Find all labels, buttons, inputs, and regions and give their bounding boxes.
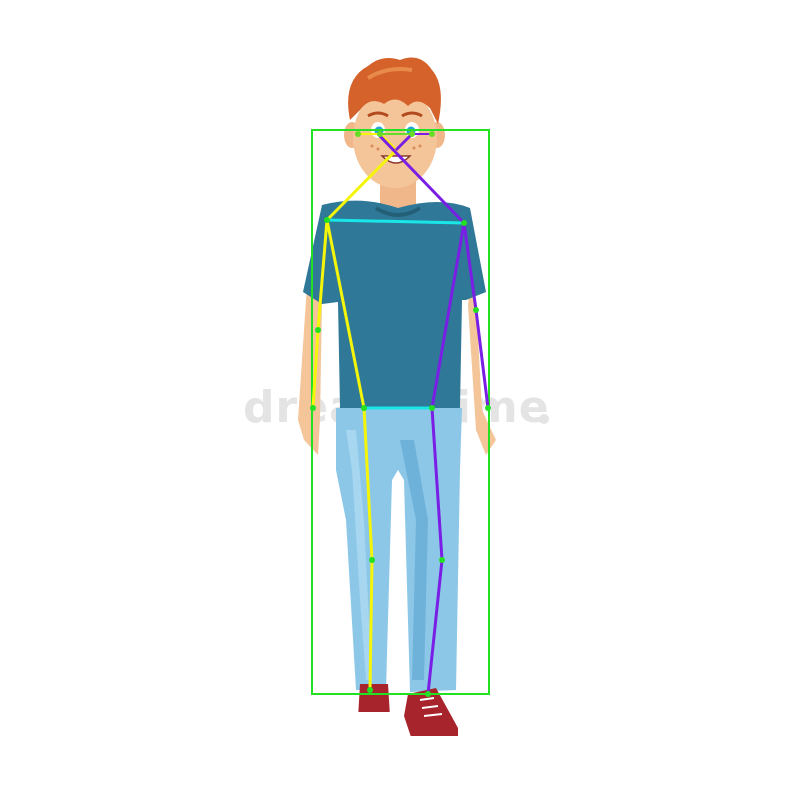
keypoint-left-ankle — [425, 691, 431, 697]
keypoint-left-shoulder — [461, 220, 467, 226]
left-upper-arm — [462, 222, 478, 311]
keypoint-right-hip — [361, 405, 367, 411]
right-upper-arm — [316, 219, 329, 331]
left-shoe-laces — [419, 697, 443, 717]
keypoint-right-ankle — [367, 687, 373, 693]
left-forearm — [474, 309, 490, 409]
keypoint-right-shoulder — [324, 217, 330, 223]
left-eyebrow — [401, 111, 423, 118]
torso-skeleton — [326, 218, 465, 410]
keypoint-left-elbow — [473, 307, 479, 313]
freckle — [412, 146, 416, 150]
left-side-skeleton — [376, 132, 490, 695]
right-shin — [368, 559, 374, 691]
person-bounding-box — [311, 129, 490, 695]
left-thigh — [430, 407, 444, 561]
keypoint-right-elbow — [315, 327, 321, 333]
freckle — [376, 147, 380, 151]
freckle — [418, 144, 422, 148]
keypoint-right-wrist — [310, 405, 316, 411]
left-shoe-sole — [410, 736, 460, 744]
keypoint-right-eye — [377, 131, 383, 137]
shoulder-line — [326, 218, 465, 225]
left-torso-side — [430, 222, 466, 409]
left-shin — [426, 559, 444, 695]
right-shoe — [358, 684, 390, 718]
left-arm — [468, 285, 496, 455]
cartoon-person — [298, 57, 496, 744]
keypoint-right-knee — [369, 557, 375, 563]
keypoint-right-ear — [355, 131, 361, 137]
hair-highlight — [366, 67, 413, 80]
right-shoe-sole — [356, 712, 390, 720]
shirt-collar — [374, 206, 422, 217]
right-nose-to-shoulder — [378, 132, 398, 152]
keypoints — [310, 131, 491, 697]
keypoint-left-eye — [409, 131, 415, 137]
keypoint-left-ear — [429, 131, 435, 137]
watermark-dot — [539, 414, 549, 424]
right-thigh — [362, 407, 374, 561]
keypoint-left-hip — [429, 405, 435, 411]
keypoint-left-knee — [439, 557, 445, 563]
jeans-shading-2 — [346, 430, 372, 680]
keypoint-left-wrist — [485, 405, 491, 411]
left-eye-to-shoulder — [376, 132, 466, 225]
right-forearm — [311, 329, 320, 409]
right-arm — [298, 285, 322, 455]
right-torso-side — [325, 219, 366, 409]
right-eyebrow — [367, 111, 389, 118]
jeans-shading — [400, 440, 428, 680]
left-nose-to-shoulder — [394, 132, 414, 152]
freckle — [370, 144, 374, 148]
